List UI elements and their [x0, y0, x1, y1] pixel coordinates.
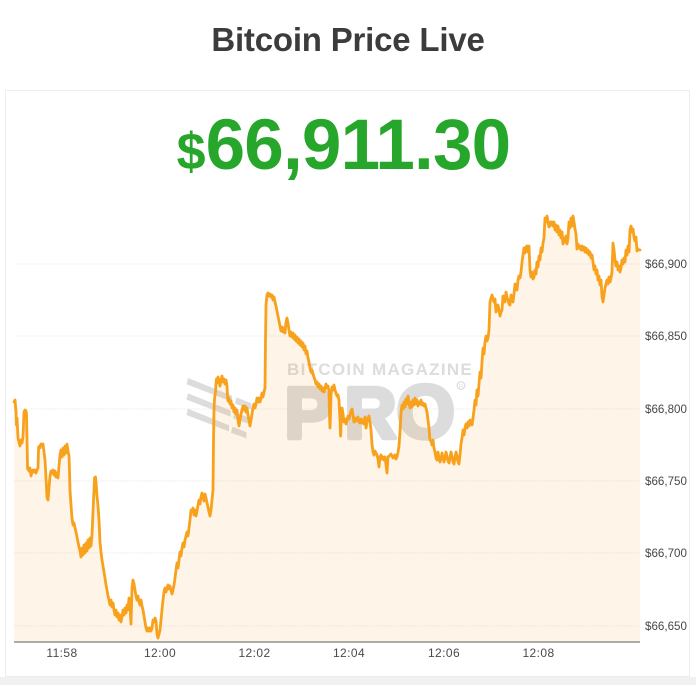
svg-text:$66,850: $66,850	[645, 330, 687, 343]
svg-text:$66,800: $66,800	[645, 403, 687, 416]
svg-text:BITCOIN MAGAZINE: BITCOIN MAGAZINE	[287, 360, 473, 379]
svg-text:12:06: 12:06	[428, 646, 460, 660]
svg-text:12:02: 12:02	[238, 646, 270, 660]
svg-text:$66,900: $66,900	[645, 258, 687, 271]
svg-text:$66,650: $66,650	[645, 620, 687, 633]
svg-text:12:08: 12:08	[522, 646, 554, 660]
svg-text:$66,750: $66,750	[645, 475, 687, 488]
svg-text:R: R	[459, 384, 463, 390]
svg-text:12:04: 12:04	[333, 646, 365, 660]
svg-text:$66,700: $66,700	[645, 547, 687, 560]
svg-text:PRO: PRO	[285, 370, 455, 454]
svg-text:11:58: 11:58	[46, 646, 77, 660]
svg-text:12:00: 12:00	[144, 646, 176, 660]
